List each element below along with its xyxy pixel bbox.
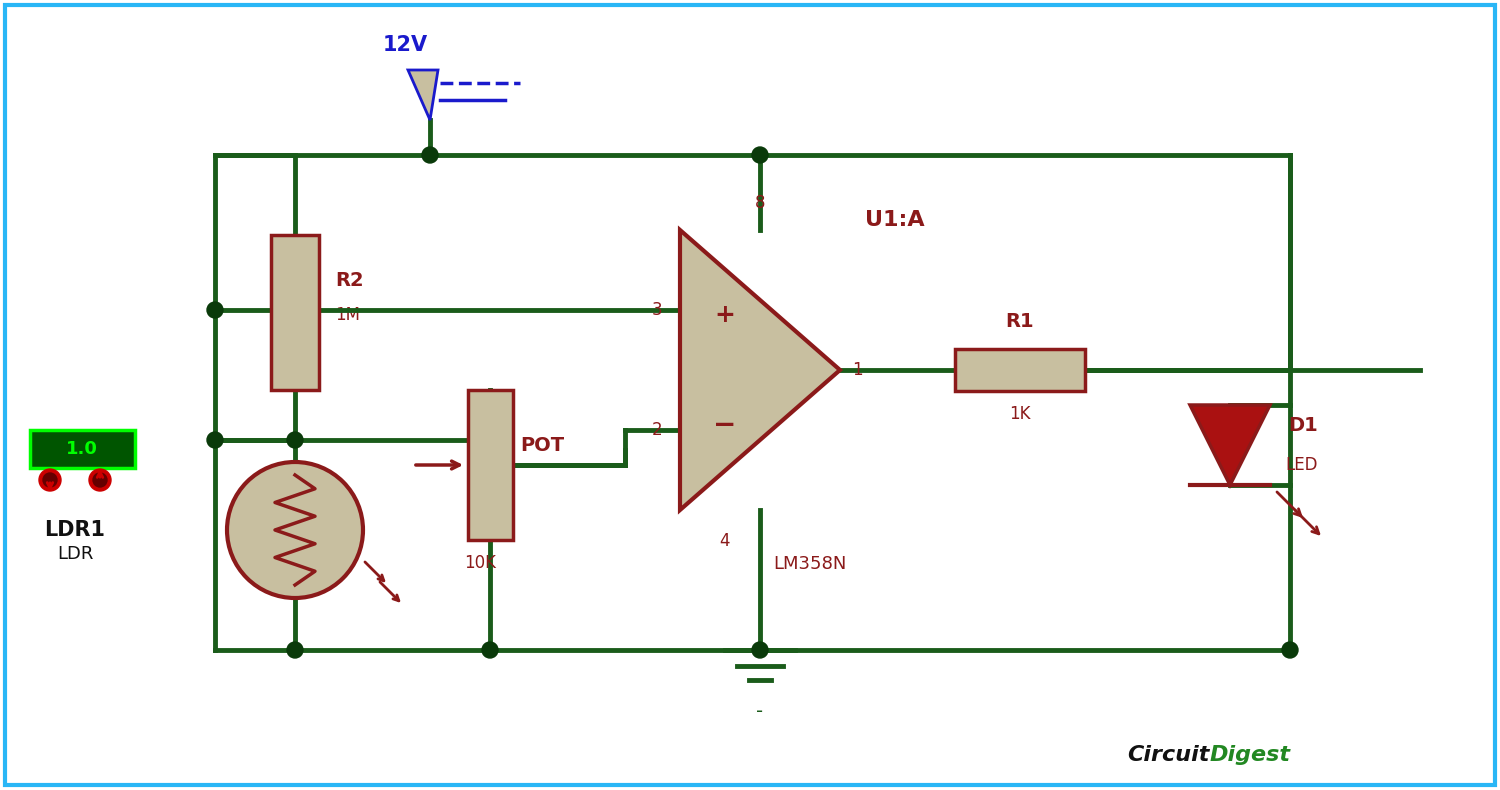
Text: 1: 1	[852, 361, 862, 379]
FancyBboxPatch shape	[956, 349, 1084, 391]
Text: 3: 3	[651, 301, 662, 319]
Text: LDR1: LDR1	[45, 520, 105, 540]
Text: U1:A: U1:A	[865, 210, 924, 230]
Text: 4: 4	[720, 532, 730, 550]
Circle shape	[93, 473, 106, 487]
Text: LDR: LDR	[57, 545, 93, 563]
Circle shape	[752, 642, 768, 658]
Circle shape	[286, 432, 303, 448]
FancyBboxPatch shape	[30, 430, 135, 468]
Circle shape	[44, 473, 57, 487]
Text: Digest: Digest	[1210, 745, 1292, 765]
Circle shape	[1282, 642, 1298, 658]
Circle shape	[207, 302, 224, 318]
Text: 1M: 1M	[334, 306, 360, 324]
Text: Circuit: Circuit	[1128, 745, 1210, 765]
Text: LED: LED	[1286, 456, 1317, 474]
Text: +: +	[714, 303, 735, 327]
Text: R1: R1	[1005, 312, 1035, 331]
Text: 1K: 1K	[1010, 405, 1031, 423]
Circle shape	[422, 147, 438, 163]
Text: 8: 8	[754, 194, 765, 212]
Circle shape	[88, 469, 111, 491]
Text: 10K: 10K	[464, 554, 496, 572]
Circle shape	[286, 642, 303, 658]
Text: R2: R2	[334, 270, 363, 289]
Text: 12V: 12V	[382, 35, 427, 55]
Text: 1.0: 1.0	[66, 440, 98, 458]
Polygon shape	[680, 230, 840, 510]
Circle shape	[226, 462, 363, 598]
Circle shape	[39, 469, 62, 491]
Text: 2: 2	[651, 421, 662, 439]
Polygon shape	[1190, 405, 1270, 485]
Circle shape	[207, 432, 224, 448]
Circle shape	[482, 642, 498, 658]
Text: -: -	[756, 702, 764, 721]
FancyBboxPatch shape	[272, 235, 320, 390]
Circle shape	[752, 147, 768, 163]
Text: LM358N: LM358N	[774, 555, 846, 573]
Polygon shape	[408, 70, 438, 120]
FancyBboxPatch shape	[468, 390, 513, 540]
Text: −: −	[714, 411, 736, 439]
Text: POT: POT	[520, 435, 564, 454]
Text: D1: D1	[1288, 416, 1317, 435]
